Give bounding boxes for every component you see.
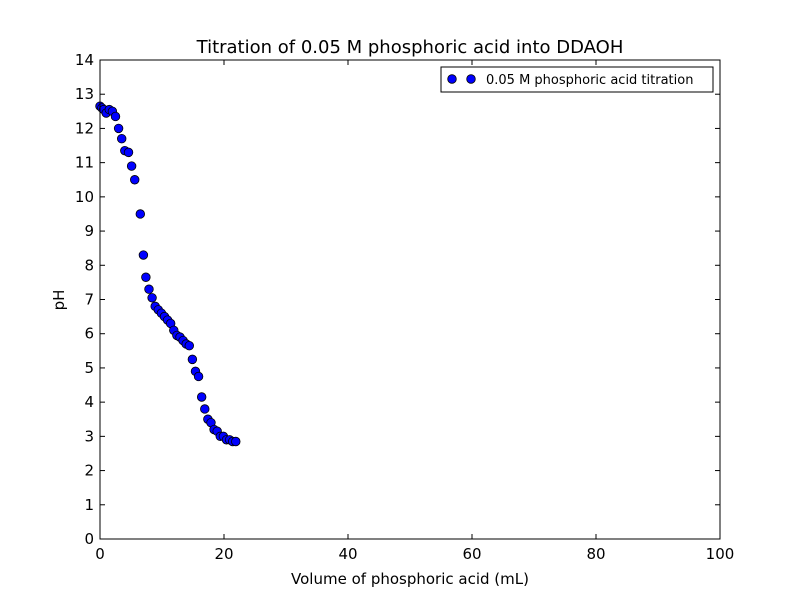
x-tick-label: 0: [95, 545, 105, 563]
y-tick-label: 1: [84, 496, 94, 514]
y-tick-label: 8: [84, 256, 94, 274]
data-point: [231, 436, 241, 447]
x-tick-label: 80: [586, 545, 605, 563]
x-tick-label: 40: [338, 545, 357, 563]
legend-marker-left: [447, 74, 457, 84]
y-tick-label: 12: [75, 119, 94, 137]
y-tick-label: 11: [75, 154, 94, 172]
data-point: [113, 123, 124, 134]
data-point: [135, 209, 146, 219]
legend-box: [440, 66, 714, 93]
data-point: [141, 272, 151, 282]
data-point: [138, 250, 149, 260]
y-tick-label: 5: [84, 359, 94, 377]
data-point: [187, 354, 198, 365]
y-tick-label: 3: [84, 427, 94, 445]
data-point: [193, 371, 204, 382]
y-tick-label: 4: [84, 393, 94, 411]
data-point: [123, 147, 134, 158]
y-tick-label: 0: [84, 530, 94, 548]
data-point: [184, 340, 194, 351]
y-tick-label: 10: [75, 188, 94, 206]
y-tick-label: 6: [84, 325, 94, 343]
data-point: [196, 392, 207, 402]
chart-title: Titration of 0.05 M phosphoric acid into…: [196, 37, 624, 58]
y-tick-label: 7: [84, 291, 94, 309]
x-tick-label: 60: [462, 545, 481, 563]
data-point: [130, 175, 140, 185]
legend: 0.05 M phosphoric acid titration: [440, 66, 714, 93]
data-point: [126, 161, 137, 171]
y-tick-label: 13: [75, 85, 94, 103]
y-tick-label: 14: [75, 51, 94, 69]
y-tick-label: 2: [84, 462, 94, 480]
data-point: [147, 293, 157, 303]
legend-marker-right: [466, 74, 476, 84]
data-point: [110, 111, 121, 122]
data-point: [144, 284, 154, 294]
x-axis-label: Volume of phosphoric acid (mL): [291, 570, 529, 588]
x-tick-label: 100: [706, 545, 735, 563]
legend-entry-label: 0.05 M phosphoric acid titration: [486, 73, 693, 88]
y-tick-label: 9: [84, 222, 94, 240]
data-point: [116, 133, 127, 144]
data-points: [95, 101, 241, 447]
x-tick-label: 20: [214, 545, 233, 563]
data-point: [200, 404, 210, 414]
y-axis-label: pH: [50, 290, 68, 311]
plot-frame: [99, 59, 721, 540]
